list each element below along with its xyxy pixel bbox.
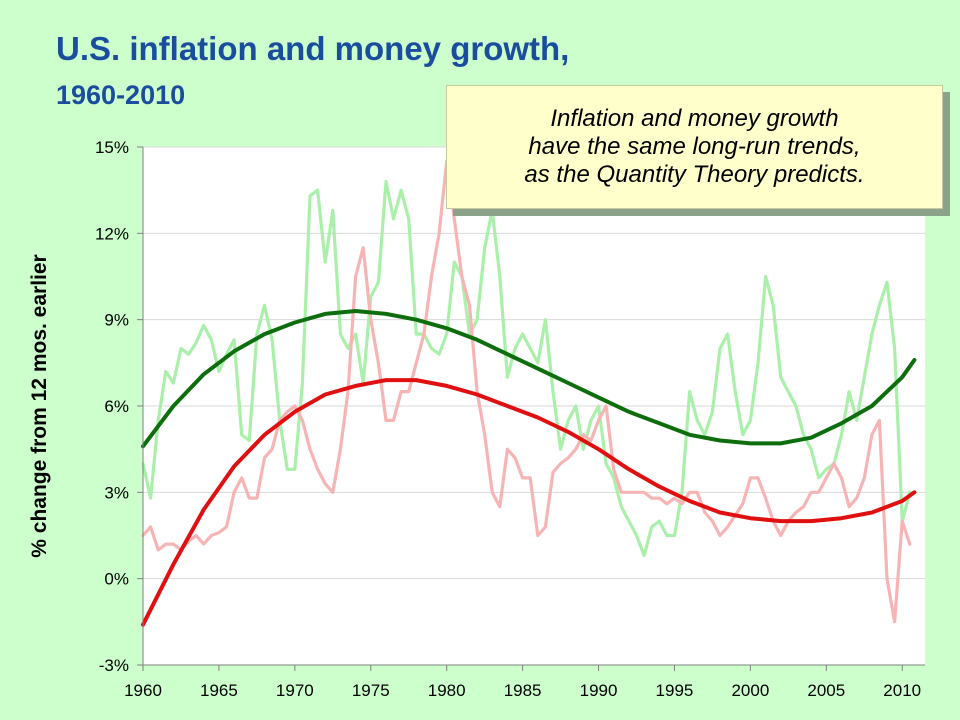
- chart-title: U.S. inflation and money growth,: [56, 30, 570, 67]
- callout-text: Inflation and money growth have the same…: [524, 105, 865, 188]
- y-tick-label: 3%: [104, 483, 129, 502]
- x-tick-label: 1975: [352, 681, 390, 700]
- x-tick-label: 1965: [200, 681, 238, 700]
- axes-layer: [137, 146, 925, 671]
- series-line-inflation-trend: [141, 378, 917, 627]
- callout-box: Inflation and money growth have the same…: [446, 85, 943, 209]
- x-tick-label: 1990: [580, 681, 618, 700]
- y-tick-label: 15%: [95, 138, 129, 157]
- y-tick-label: 12%: [95, 224, 129, 243]
- x-tick-label: 1980: [428, 681, 466, 700]
- x-tick-label: 2000: [731, 681, 769, 700]
- x-tick-label: 2010: [883, 681, 921, 700]
- series-layer: [141, 159, 917, 627]
- labels-layer: -3% 0% 3% 6% 9% 12% 15% 1960 1965 1970 1975 1980 198…: [95, 138, 921, 700]
- x-tick-label: 1985: [504, 681, 542, 700]
- series-line-inflation-raw: [141, 159, 912, 624]
- series-line-money-growth-raw: [141, 179, 912, 558]
- y-axis-title: % change from 12 mos. earlier: [28, 254, 51, 557]
- series-line-money-growth-trend: [141, 309, 917, 449]
- y-tick-label: 0%: [104, 570, 129, 589]
- x-tick-label: 1995: [656, 681, 694, 700]
- chart-subtitle: 1960-2010: [56, 80, 186, 110]
- y-tick-label: 9%: [104, 311, 129, 330]
- x-tick-label: 1970: [276, 681, 314, 700]
- y-tick-label: 6%: [104, 397, 129, 416]
- x-tick-label: 2005: [807, 681, 845, 700]
- x-tick-label: 1960: [124, 681, 162, 700]
- y-tick-label: -3%: [99, 656, 129, 675]
